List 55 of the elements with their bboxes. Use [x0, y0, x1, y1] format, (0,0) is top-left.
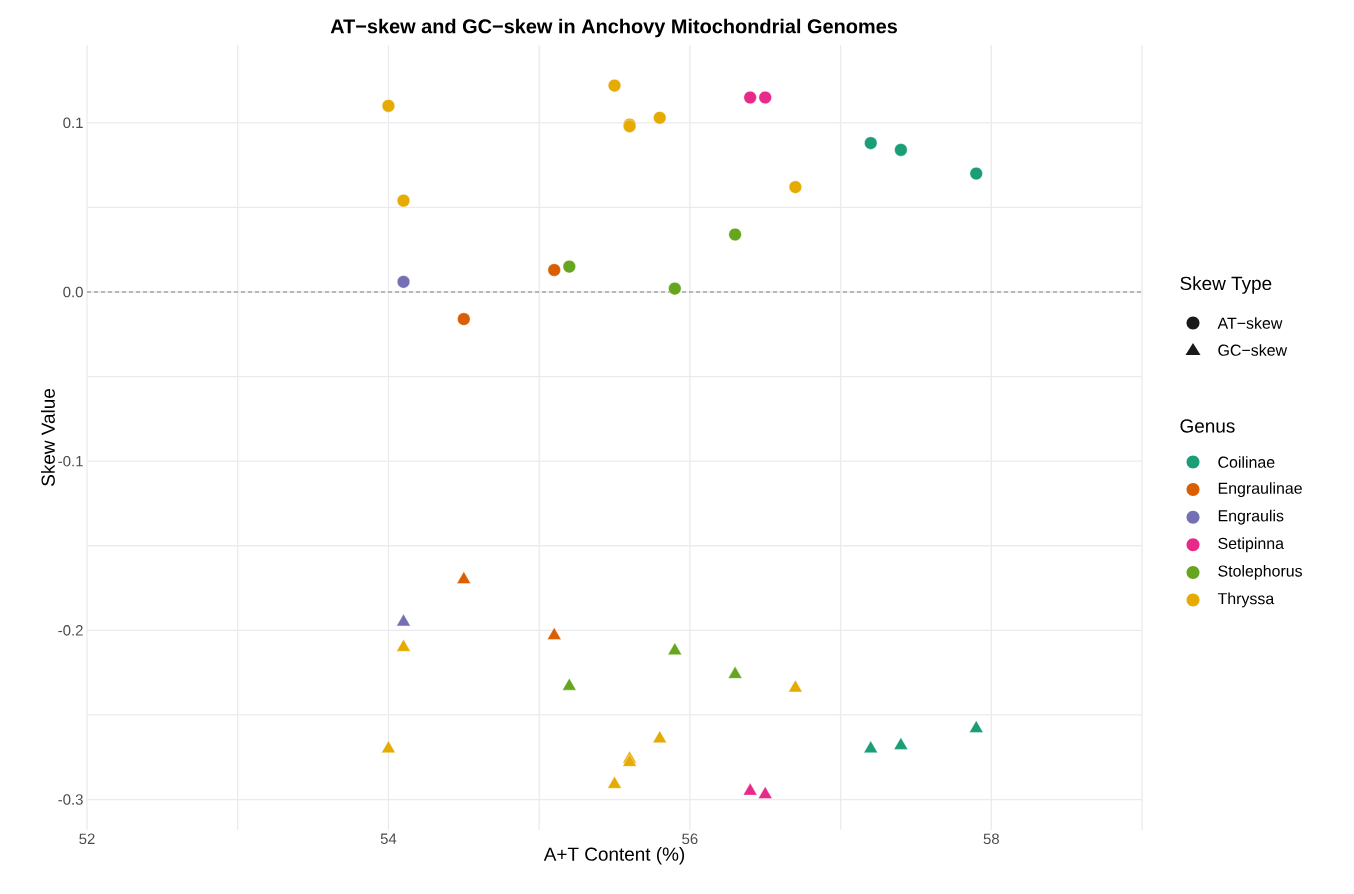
- point: [396, 613, 411, 627]
- point: [608, 79, 622, 93]
- y-tick-label: -0.1: [58, 455, 83, 467]
- legend-label: Setipinna: [1218, 537, 1284, 553]
- x-tick-label: 52: [79, 833, 95, 845]
- legend-label: Engraulinae: [1218, 482, 1302, 498]
- point: [607, 776, 622, 789]
- point: [397, 194, 411, 208]
- legend-label: Engraulis: [1218, 509, 1284, 525]
- point: [743, 782, 758, 796]
- point: [969, 167, 983, 181]
- point: [652, 730, 667, 743]
- point: [788, 180, 802, 194]
- point: [863, 740, 878, 753]
- point: [547, 263, 561, 277]
- x-tick-label: 58: [983, 833, 999, 845]
- point: [668, 282, 682, 296]
- text: AT−skew: [1217, 317, 1283, 329]
- text: Skew Type: [1180, 276, 1272, 294]
- x-axis-title: A+T Content (%): [543, 846, 685, 865]
- x-tick-label: 56: [682, 833, 698, 845]
- point: [969, 720, 984, 733]
- legend-label: Stolephorus: [1218, 564, 1303, 580]
- point: [381, 740, 396, 753]
- point: [788, 679, 803, 693]
- point: [653, 111, 667, 125]
- point: [758, 786, 773, 799]
- legend-label: Thryssa: [1217, 592, 1275, 608]
- x-tick-label: 54: [380, 833, 397, 844]
- y-tick-label: -0.2: [58, 625, 83, 636]
- point: [396, 639, 411, 652]
- point: [397, 275, 411, 289]
- y-tick-label: 0.0: [63, 286, 83, 298]
- point: [456, 571, 471, 584]
- legend-label: Coilinae: [1218, 456, 1275, 468]
- y-tick-label: -0.3: [58, 794, 83, 805]
- y-tick-label: 0.1: [63, 117, 83, 129]
- point: [457, 312, 471, 326]
- point: [894, 143, 908, 157]
- point: [893, 737, 909, 750]
- point: [864, 136, 878, 150]
- point: [743, 90, 757, 104]
- point: [622, 754, 637, 767]
- point: [547, 627, 562, 640]
- point: [727, 666, 743, 679]
- point: [562, 677, 577, 691]
- point: [562, 260, 576, 274]
- chart-title: AT−skew and GC−skew in Anchovy Mitochondrial Genomes: [330, 18, 898, 38]
- point: [758, 90, 772, 104]
- text: GC−skew: [1218, 344, 1288, 356]
- y-axis-title: Skew Value: [40, 389, 55, 486]
- legend-title: Genus: [1180, 419, 1235, 433]
- point: [667, 642, 682, 655]
- point: [381, 99, 395, 113]
- point: [728, 227, 742, 241]
